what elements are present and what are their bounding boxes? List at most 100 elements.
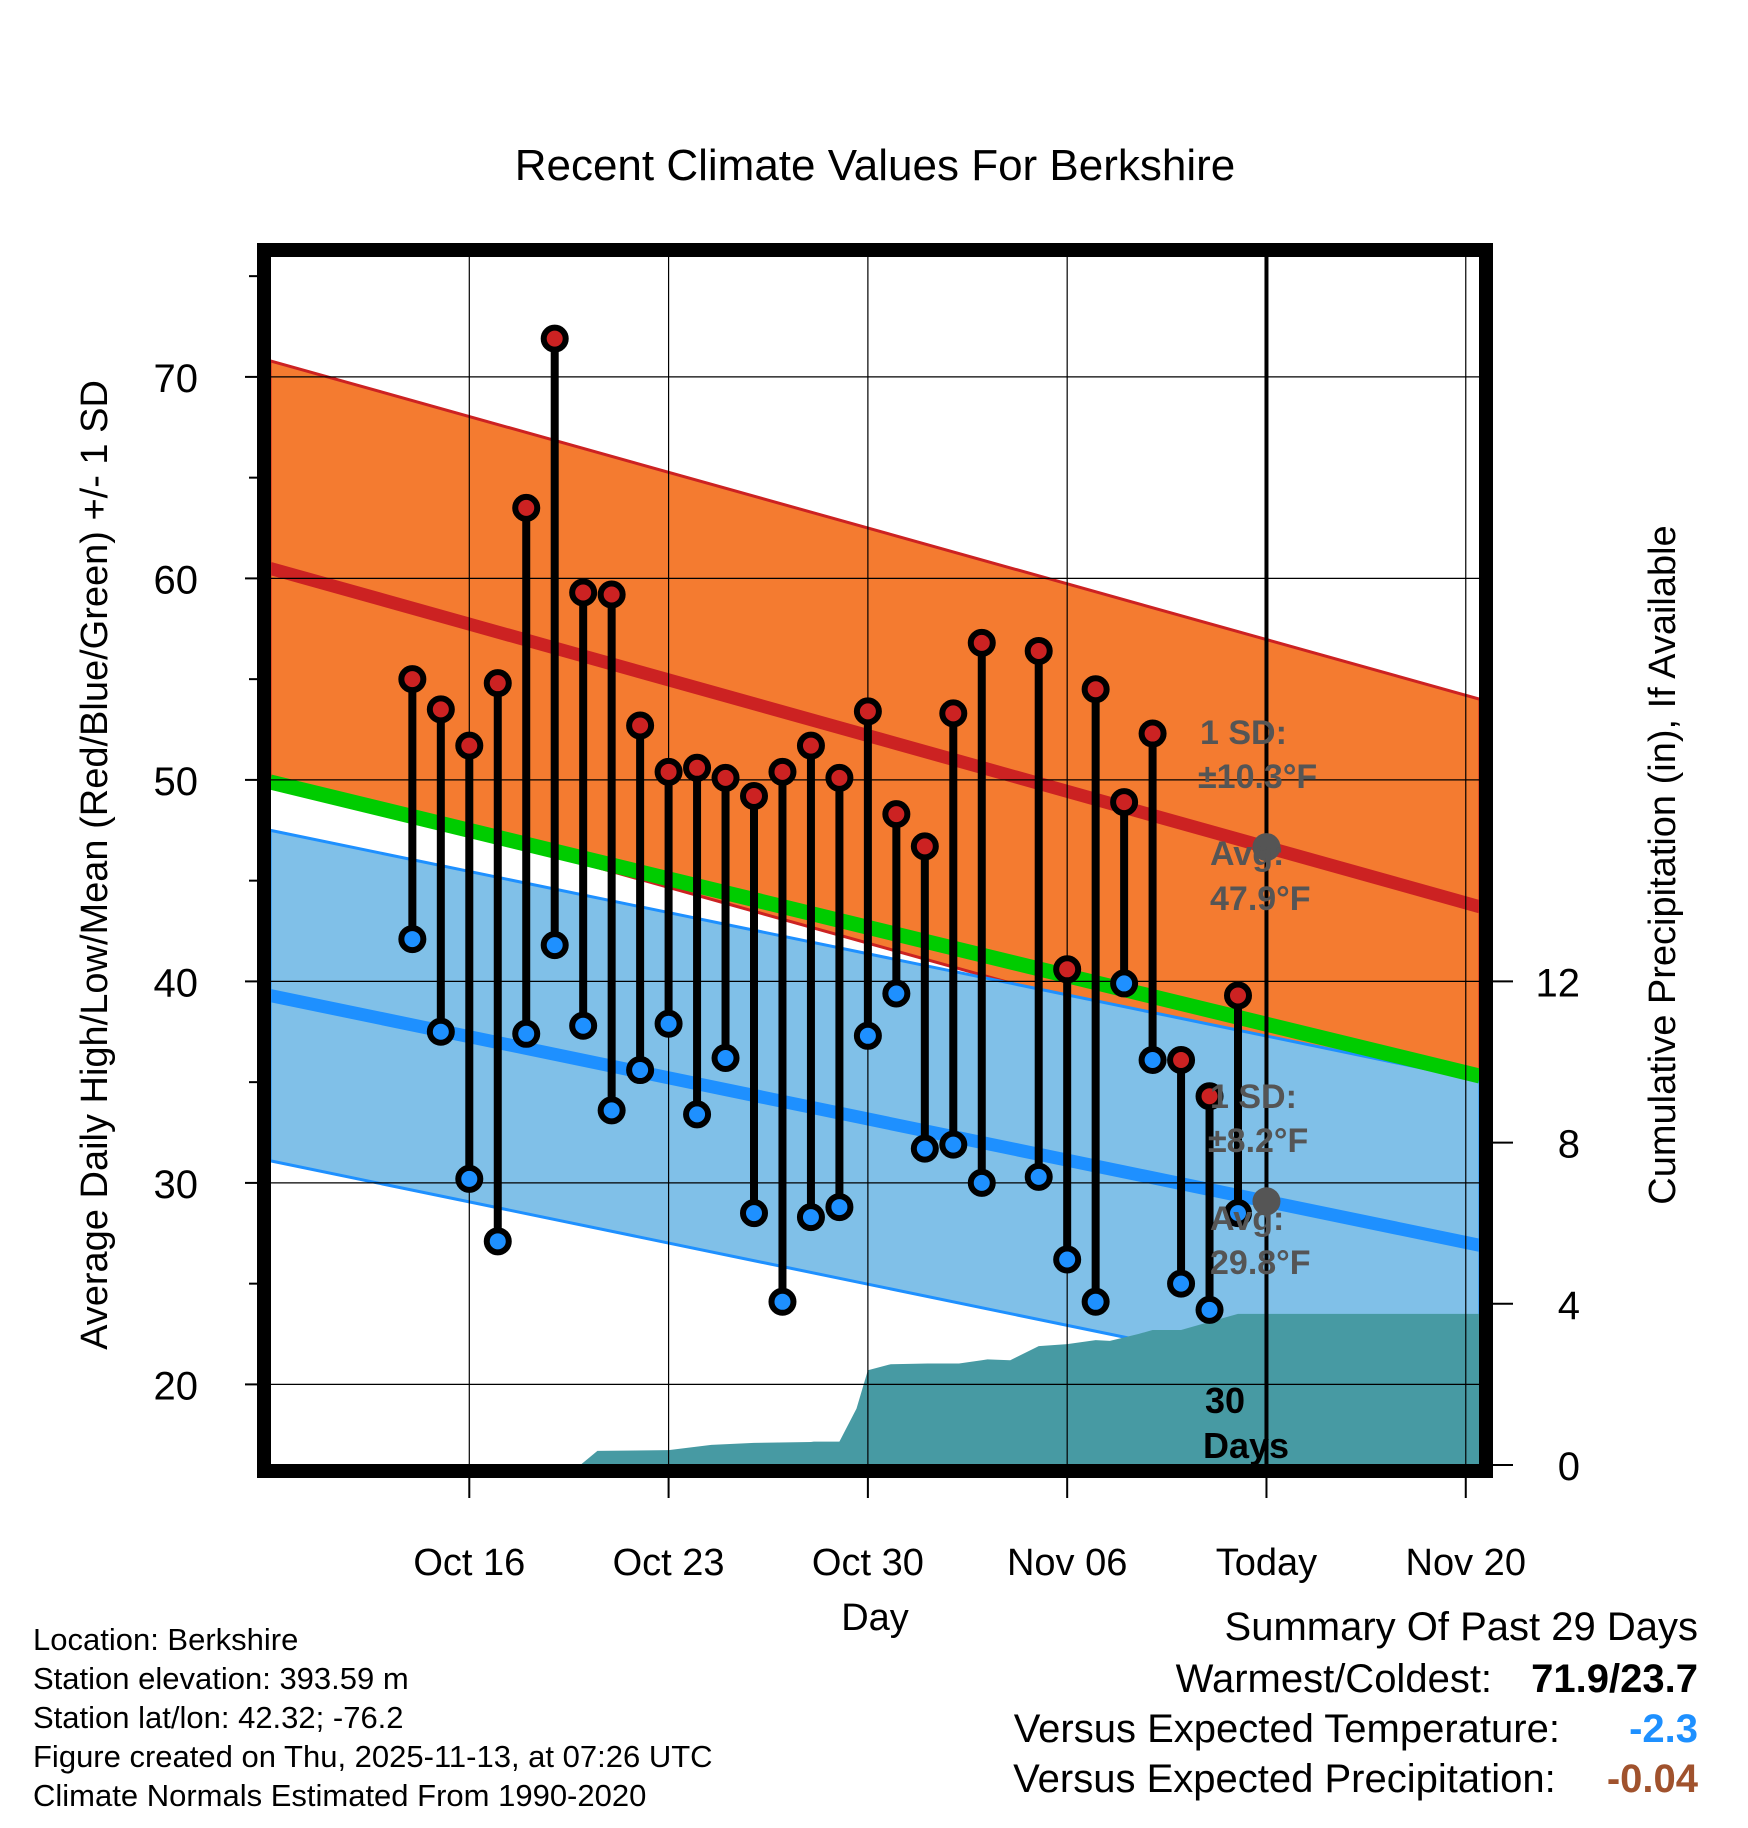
low-temp-point: [398, 925, 427, 954]
high-temp-point: [1167, 1045, 1196, 1074]
latlon-text: Station lat/lon: 42.32; -76.2: [33, 1700, 404, 1735]
x-tick-label: Nov 20: [1406, 1542, 1526, 1584]
summary-panel: Summary Of Past 29 Days Warmest/Coldest:…: [1013, 1602, 1698, 1804]
y-axis-label-right: Cumulative Precipitation (in), If Availa…: [1642, 525, 1684, 1204]
low-temp-point: [540, 931, 569, 960]
station-info: Location: Berkshire Station elevation: 3…: [33, 1620, 713, 1815]
high-temp-point: [455, 731, 484, 760]
high-temp-point: [768, 757, 797, 786]
precip-anomaly-row: Versus Expected Precipitation: -0.04: [1013, 1754, 1698, 1804]
low-temp-point: [597, 1096, 626, 1125]
high-avg-value: 47.9°F: [1210, 880, 1311, 918]
low-avg-label: Avg:: [1210, 1200, 1284, 1238]
low-temp-point: [483, 1227, 512, 1256]
x-tick-label: Oct 23: [613, 1542, 725, 1584]
chart-title: Recent Climate Values For Berkshire: [515, 141, 1236, 190]
temp-anomaly-row: Versus Expected Temperature: -2.3: [1013, 1704, 1698, 1754]
low-temp-point: [1167, 1269, 1196, 1298]
high-temp-point: [825, 763, 854, 792]
high-temp-point: [1110, 788, 1139, 817]
low-temp-point: [796, 1203, 825, 1232]
low-temp-point: [426, 1017, 455, 1046]
high-temp-point: [426, 695, 455, 724]
temp-anomaly-value: -2.3: [1629, 1707, 1698, 1751]
high-temp-point: [540, 324, 569, 353]
warmest-coldest-value: 71.9/23.7: [1531, 1657, 1698, 1701]
low-temp-point: [569, 1011, 598, 1040]
x-axis-label: Day: [841, 1597, 909, 1639]
high-temp-point: [711, 763, 740, 792]
y-tick-label-left: 20: [154, 1364, 199, 1408]
period-unit: Days: [1203, 1425, 1289, 1466]
y-tick-label-right: 8: [1558, 1123, 1580, 1167]
low-temp-point: [967, 1168, 996, 1197]
low-temp-point: [825, 1193, 854, 1222]
high-temp-point: [910, 832, 939, 861]
low-temp-point: [882, 979, 911, 1008]
x-tick-label: Today: [1216, 1542, 1317, 1584]
low-temp-point: [711, 1043, 740, 1072]
elevation-text: Station elevation: 393.59 m: [33, 1661, 409, 1696]
precip-anomaly-value: -0.04: [1606, 1757, 1698, 1801]
high-avg-today-marker: [1252, 833, 1281, 862]
precip-area: [341, 1313, 1480, 1470]
high-temp-point: [1224, 981, 1252, 1010]
high-temp-point: [569, 578, 598, 607]
low-temp-point: [683, 1100, 712, 1129]
low-temp-point: [455, 1164, 484, 1193]
y-tick-label-right: 12: [1536, 961, 1581, 1005]
high-temp-point: [1081, 675, 1110, 704]
high-temp-point: [796, 731, 825, 760]
high-temp-point: [853, 697, 882, 726]
high-temp-point: [967, 628, 996, 657]
high-temp-point: [597, 580, 626, 609]
location-text: Location: Berkshire: [33, 1622, 299, 1657]
low-temp-point: [740, 1199, 768, 1228]
high-temp-point: [1138, 719, 1167, 748]
plot-frame: [257, 243, 1493, 1478]
y-tick-label-left: 60: [154, 558, 199, 602]
precip-anomaly-label: Versus Expected Precipitation:: [1013, 1757, 1556, 1801]
high-temp-point: [1053, 955, 1082, 984]
high-sd-value: ±10.3°F: [1198, 758, 1317, 796]
high-temp-point: [683, 753, 712, 782]
low-sd-label: 1 SD:: [1210, 1078, 1297, 1116]
low-temp-point: [1081, 1287, 1110, 1316]
low-temp-point: [1138, 1045, 1167, 1074]
x-tick-label: Oct 30: [812, 1542, 924, 1584]
low-temp-point: [768, 1287, 797, 1316]
y-tick-label-left: 40: [154, 961, 199, 1005]
warmest-coldest-label: Warmest/Coldest:: [1175, 1657, 1493, 1701]
y-tick-label-left: 50: [154, 760, 199, 804]
high-temp-point: [512, 493, 541, 522]
low-temp-point: [654, 1009, 683, 1038]
high-temp-point: [654, 757, 683, 786]
low-avg-value: 29.8°F: [1210, 1244, 1311, 1282]
high-temp-point: [398, 665, 427, 694]
low-temp-point: [1195, 1295, 1224, 1324]
high-temp-point: [740, 782, 768, 811]
high-temp-point: [626, 711, 655, 740]
high-temp-point: [483, 669, 512, 698]
high-temp-point: [882, 800, 911, 829]
high-temp-point: [1195, 1082, 1224, 1111]
low-temp-point: [853, 1021, 882, 1050]
low-temp-point: [939, 1130, 968, 1159]
low-temp-point: [1110, 969, 1139, 998]
low-avg-today-marker: [1252, 1187, 1281, 1216]
temp-anomaly-label: Versus Expected Temperature:: [1013, 1707, 1560, 1751]
high-temp-point: [939, 699, 968, 728]
low-temp-point: [1053, 1245, 1082, 1274]
warmest-coldest-row: Warmest/Coldest: 71.9/23.7: [1013, 1654, 1698, 1704]
low-temp-point: [1224, 1199, 1252, 1228]
x-tick-label: Oct 16: [413, 1542, 525, 1584]
y-tick-label-left: 30: [154, 1163, 199, 1207]
low-sd-value: ±8.2°F: [1208, 1122, 1308, 1160]
created-text: Figure created on Thu, 2025-11-13, at 07…: [33, 1739, 713, 1774]
y-axis-label-left: Average Daily High/Low/Mean (Red/Blue/Gr…: [74, 380, 116, 1350]
normals-period-text: Climate Normals Estimated From 1990-2020: [33, 1778, 647, 1813]
low-temp-point: [910, 1134, 939, 1163]
low-temp-point: [1024, 1162, 1053, 1191]
low-temp-point: [626, 1056, 655, 1085]
